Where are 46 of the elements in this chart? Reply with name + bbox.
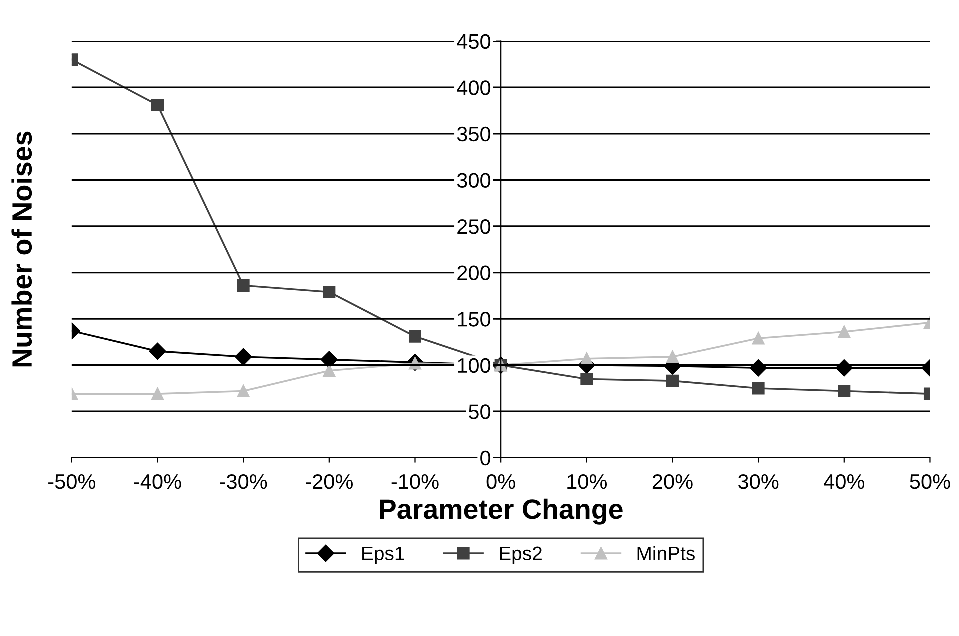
x-tick-label: 10% [568, 474, 608, 490]
y-tick-label: 350 [457, 126, 491, 142]
y-tick-label: 400 [457, 80, 491, 96]
point [237, 279, 250, 292]
x-tick-label: 20% [652, 474, 693, 490]
x-tick-label: 30% [738, 474, 779, 490]
x-tick-label: -50% [48, 474, 96, 490]
point [580, 372, 594, 386]
point [235, 348, 252, 366]
point [580, 352, 594, 366]
x-tick-label: -10% [392, 474, 439, 490]
y-tick-label: 150 [458, 312, 491, 327]
point [152, 388, 164, 400]
y-axis-title: Number of Noises [12, 132, 32, 367]
point [752, 332, 765, 345]
point [320, 351, 338, 368]
y-tick-label: 250 [458, 219, 491, 234]
point [408, 330, 422, 343]
point [323, 286, 336, 298]
x-tick-label: -20% [306, 474, 353, 490]
point [752, 382, 765, 395]
point [152, 98, 164, 112]
x-tick-label: 0% [486, 474, 516, 490]
point [838, 385, 851, 398]
point [838, 326, 851, 338]
x-tick-label: -30% [220, 474, 268, 490]
point [666, 374, 679, 388]
point [750, 360, 768, 377]
point [237, 385, 250, 398]
point [323, 364, 336, 378]
legend-label: MinPts [638, 546, 695, 561]
x-tick-label: -40% [134, 474, 182, 490]
legend-label: Eps1 [362, 546, 404, 564]
x-tick-label: 40% [824, 474, 865, 490]
y-tick-label: 200 [458, 266, 491, 281]
y-tick-label: 50 [469, 404, 491, 420]
y-tick-label: 300 [457, 173, 491, 188]
y-tick-label: 450 [457, 34, 491, 50]
x-axis-title: Parameter Change [380, 498, 623, 525]
point [836, 360, 853, 377]
legend-label: Eps2 [500, 546, 542, 564]
point [149, 342, 166, 360]
point [666, 350, 679, 364]
y-tick-label: 0 [480, 450, 491, 466]
y-tick-label: 100 [458, 358, 491, 374]
x-tick-label: 50% [910, 474, 950, 490]
